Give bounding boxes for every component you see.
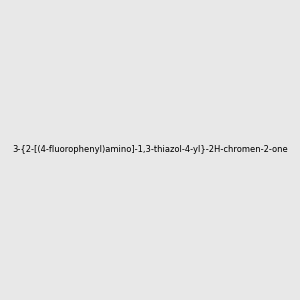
Text: 3-{2-[(4-fluorophenyl)amino]-1,3-thiazol-4-yl}-2H-chromen-2-one: 3-{2-[(4-fluorophenyl)amino]-1,3-thiazol…	[12, 146, 288, 154]
